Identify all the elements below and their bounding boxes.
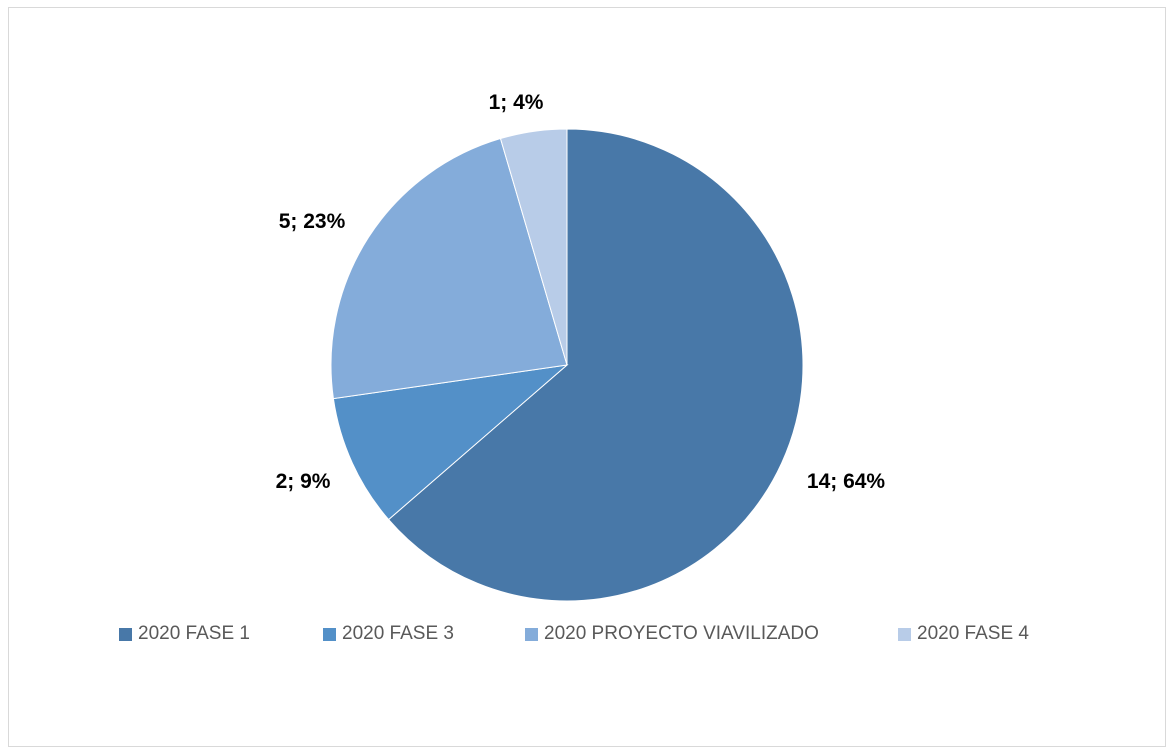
legend-item-fase-3: 2020 FASE 3 <box>323 620 454 648</box>
legend-label-fase-3: 2020 FASE 3 <box>342 623 454 644</box>
data-label-fase-1: 14; 64% <box>807 470 886 493</box>
legend-swatch-fase-1 <box>119 627 132 641</box>
pie-slices <box>330 128 804 602</box>
pie-slice-fase-3 <box>332 364 569 521</box>
data-label-fase-3: 2; 9% <box>276 470 331 493</box>
legend-swatch-fase-3 <box>323 627 336 641</box>
pie-slice-fase-4 <box>499 128 568 366</box>
pie-slice-proyecto-viavilizado <box>330 137 568 400</box>
legend-label-fase-1: 2020 FASE 1 <box>138 623 250 644</box>
legend-item-fase-4: 2020 FASE 4 <box>898 620 1029 648</box>
legend-item-fase-1: 2020 FASE 1 <box>119 620 250 648</box>
legend-item-proyecto-viavilizado: 2020 PROYECTO VIAVILIZADO <box>525 620 819 648</box>
legend-label-proyecto-viavilizado: 2020 PROYECTO VIAVILIZADO <box>544 623 819 644</box>
legend-swatch-fase-4 <box>898 627 911 641</box>
data-label-proyecto-viavilizado: 5; 23% <box>279 210 346 233</box>
legend-swatch-proyecto-viavilizado <box>525 627 538 641</box>
chart-legend: 2020 FASE 1 2020 FASE 3 2020 PROYECTO VI… <box>0 620 1174 648</box>
data-label-fase-4: 1; 4% <box>489 91 544 114</box>
pie-data-labels: 14; 64% 2; 9% 5; 23% 1; 4% <box>276 91 886 493</box>
legend-label-fase-4: 2020 FASE 4 <box>917 623 1029 644</box>
pie-slice-fase-1 <box>387 128 804 602</box>
